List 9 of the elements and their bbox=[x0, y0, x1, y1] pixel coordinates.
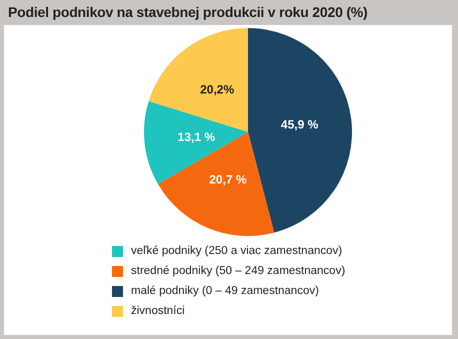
data-label: 20,2% bbox=[200, 82, 234, 96]
data-label: 13,1 % bbox=[178, 130, 216, 144]
legend-label: veľké podniky (250 a viac zamestnancov) bbox=[131, 245, 342, 257]
data-label: 45,9 % bbox=[280, 118, 319, 132]
legend-label: živnostníci bbox=[131, 305, 185, 317]
legend-label: malé podniky (0 – 49 zamestnancov) bbox=[131, 285, 319, 297]
data-label: 20,7 % bbox=[209, 172, 247, 186]
legend-label: stredné podniky (50 – 249 zamestnancov) bbox=[131, 265, 346, 277]
chart-title: Podiel podnikov na stavebnej produkcii v roku 2020 (%) bbox=[8, 4, 368, 20]
